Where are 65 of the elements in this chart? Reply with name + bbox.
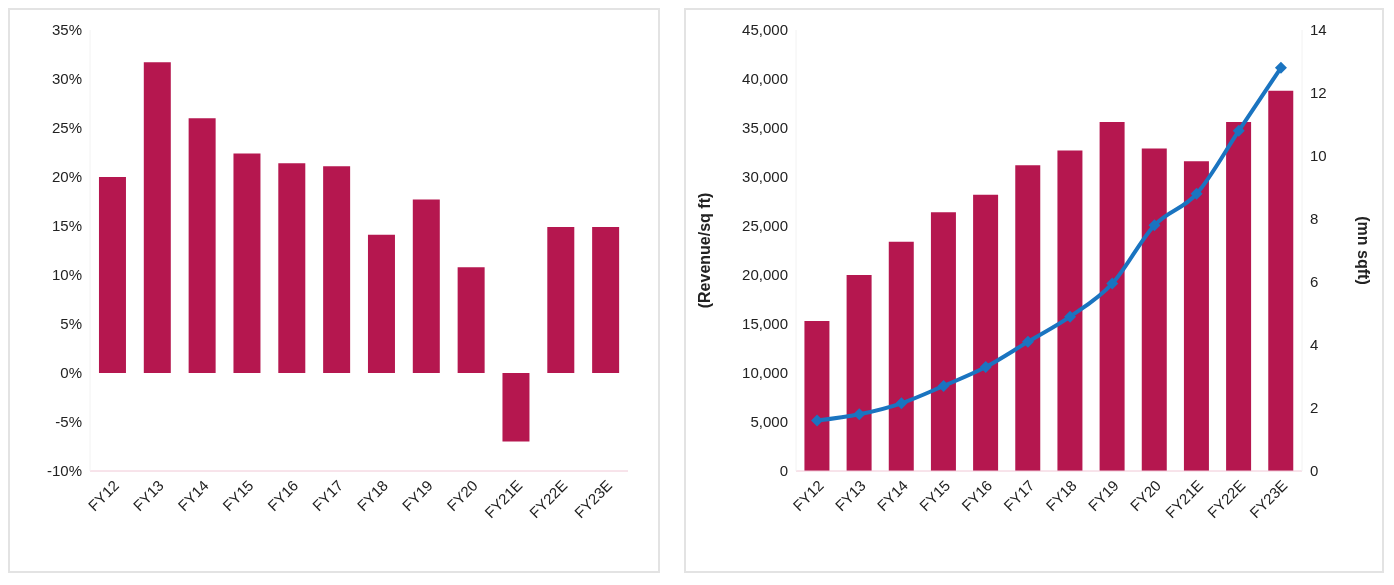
y2-tick-label: 14 [1310, 21, 1327, 39]
bar [592, 226, 620, 373]
bar [1141, 148, 1167, 471]
y-tick-label: 25% [51, 119, 82, 137]
y2-tick-label: 2 [1310, 399, 1319, 417]
point [1021, 335, 1034, 348]
y2-axis-title: (mn sqft) [1355, 216, 1373, 285]
bar [188, 118, 216, 373]
point [937, 379, 950, 392]
y-tick-label: 35% [51, 21, 82, 39]
y2-tick-label: 8 [1310, 210, 1319, 228]
bar [1057, 150, 1083, 471]
bar [804, 321, 830, 471]
y-tick-label: 35,000 [742, 119, 788, 137]
bar [502, 373, 530, 442]
point [1232, 124, 1245, 137]
y-tick-label: 0 [779, 462, 788, 480]
y-tick-label: 10,000 [742, 364, 788, 382]
bar [98, 177, 126, 373]
bar [233, 153, 261, 373]
y2-tick-label: 12 [1310, 84, 1327, 102]
y-tick-label: -10% [46, 462, 82, 480]
y-tick-label: 0% [60, 364, 82, 382]
bar [1099, 122, 1125, 471]
point [1148, 219, 1161, 232]
y-tick-label: -5% [55, 413, 82, 431]
bar [367, 234, 395, 373]
bar [278, 163, 306, 373]
y-tick-label: 5,000 [750, 413, 788, 431]
bar [1183, 161, 1209, 471]
y-tick-label: 30% [51, 70, 82, 88]
point [1106, 277, 1119, 290]
bar [547, 226, 575, 373]
bar [973, 194, 999, 471]
bar [412, 199, 440, 373]
y-axis-title: (Revenue/sq ft) [695, 192, 713, 309]
bar [143, 62, 171, 373]
bar [323, 166, 351, 373]
y2-tick-label: 4 [1310, 336, 1319, 354]
bar [888, 241, 914, 471]
bar [1226, 122, 1252, 471]
point [1190, 187, 1203, 200]
point [1274, 61, 1287, 74]
point [895, 397, 908, 410]
y-tick-label: 20% [51, 168, 82, 186]
bar [457, 267, 485, 373]
point [1064, 310, 1077, 323]
y-tick-label: 15,000 [742, 315, 788, 333]
point [979, 361, 992, 374]
y-tick-label: 40,000 [742, 70, 788, 88]
bar [1015, 165, 1041, 471]
bar [930, 212, 956, 471]
y-tick-label: 15% [51, 217, 82, 235]
y-tick-label: 30,000 [742, 168, 788, 186]
bar [1268, 90, 1294, 471]
y-tick-label: 45,000 [742, 21, 788, 39]
y-tick-label: 20,000 [742, 266, 788, 284]
y-tick-label: 10% [51, 266, 82, 284]
bar [846, 275, 872, 471]
y2-tick-label: 10 [1310, 147, 1327, 165]
point [853, 408, 866, 421]
y2-tick-label: 6 [1310, 273, 1319, 291]
y-tick-label: 5% [60, 315, 82, 333]
y-tick-label: 25,000 [742, 217, 788, 235]
y2-tick-label: 0 [1310, 462, 1319, 480]
